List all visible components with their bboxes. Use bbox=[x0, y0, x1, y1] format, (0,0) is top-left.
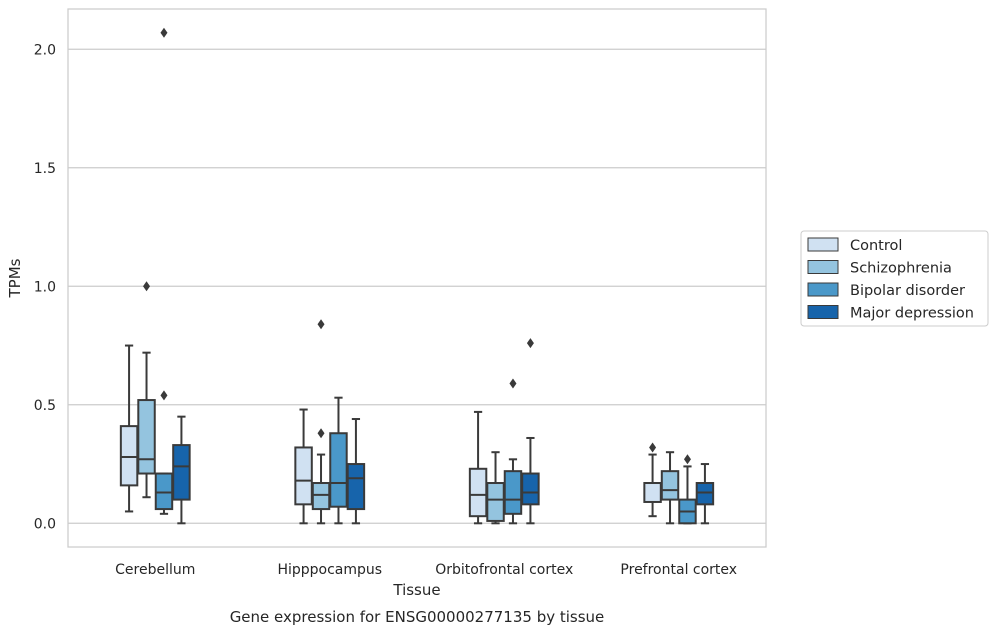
x-tick-label: Cerebellum bbox=[115, 562, 195, 578]
box-body bbox=[643, 482, 662, 503]
box bbox=[521, 338, 540, 525]
y-tick-label: 1.0 bbox=[34, 279, 56, 295]
box bbox=[678, 454, 697, 525]
box bbox=[695, 463, 715, 525]
plot-area-frame bbox=[67, 8, 767, 548]
outlier-point bbox=[317, 428, 325, 439]
x-tick-label: Hipppocampus bbox=[277, 562, 382, 578]
box bbox=[294, 408, 313, 525]
box bbox=[503, 378, 523, 525]
legend-label: Schizophrenia bbox=[850, 261, 952, 277]
box bbox=[346, 418, 366, 525]
box-body bbox=[329, 432, 348, 508]
box bbox=[137, 281, 156, 499]
box-body bbox=[503, 470, 523, 515]
outlier-point bbox=[683, 454, 691, 465]
box bbox=[660, 451, 680, 525]
box-body bbox=[172, 444, 191, 501]
legend-swatch bbox=[807, 237, 839, 252]
outlier-point bbox=[526, 338, 534, 349]
gridlines bbox=[68, 48, 766, 524]
legend-label: Bipolar disorder bbox=[850, 283, 965, 299]
legend-label: Major depression bbox=[850, 306, 974, 322]
legend: Control Schizophrenia Bipolar disorder Majo… bbox=[800, 230, 989, 327]
y-axis-label: TPMs bbox=[6, 258, 24, 298]
box-body bbox=[695, 482, 715, 506]
legend-swatch bbox=[807, 305, 839, 319]
outlier-point bbox=[317, 319, 325, 330]
x-tick-label: Orbitofrontal cortex bbox=[435, 562, 573, 578]
outlier-point bbox=[160, 27, 168, 38]
box-body bbox=[311, 482, 331, 511]
outlier-point bbox=[160, 390, 168, 401]
box bbox=[643, 442, 662, 518]
chart-caption: Gene expression for ENSG00000277135 by t… bbox=[230, 608, 605, 626]
boxes bbox=[119, 27, 715, 525]
box bbox=[329, 396, 348, 525]
box-body bbox=[521, 472, 540, 506]
y-tick-label: 0.5 bbox=[34, 398, 56, 414]
outlier-point bbox=[649, 442, 657, 453]
box bbox=[468, 410, 488, 525]
y-tick-label: 0.0 bbox=[34, 516, 56, 532]
box-body bbox=[468, 467, 488, 518]
legend-swatch bbox=[807, 282, 839, 297]
y-tick-labels: 0.0 0.5 1.0 1.5 2.0 bbox=[34, 42, 56, 532]
y-tick-label: 1.5 bbox=[34, 161, 56, 177]
box-body bbox=[137, 399, 156, 475]
x-tick-label: Prefrontal cortex bbox=[620, 562, 737, 578]
x-axis-label: Tissue bbox=[392, 581, 440, 599]
box-body bbox=[486, 482, 505, 522]
legend-swatch bbox=[807, 260, 839, 274]
box-body bbox=[119, 425, 139, 487]
box bbox=[311, 319, 331, 525]
box bbox=[486, 451, 505, 525]
box-body bbox=[294, 446, 313, 506]
outlier-point bbox=[143, 281, 151, 292]
legend-frame bbox=[800, 230, 989, 327]
outlier-point bbox=[509, 378, 517, 389]
box-body bbox=[154, 472, 174, 511]
legend-label: Control bbox=[850, 238, 902, 254]
x-tick-labels: Cerebellum Hipppocampus Orbitofrontal cort… bbox=[115, 562, 737, 578]
box bbox=[119, 344, 139, 513]
box-body bbox=[660, 470, 680, 501]
y-tick-label: 2.0 bbox=[34, 42, 56, 58]
box bbox=[172, 415, 191, 525]
box bbox=[154, 27, 174, 515]
box-body bbox=[346, 463, 366, 511]
